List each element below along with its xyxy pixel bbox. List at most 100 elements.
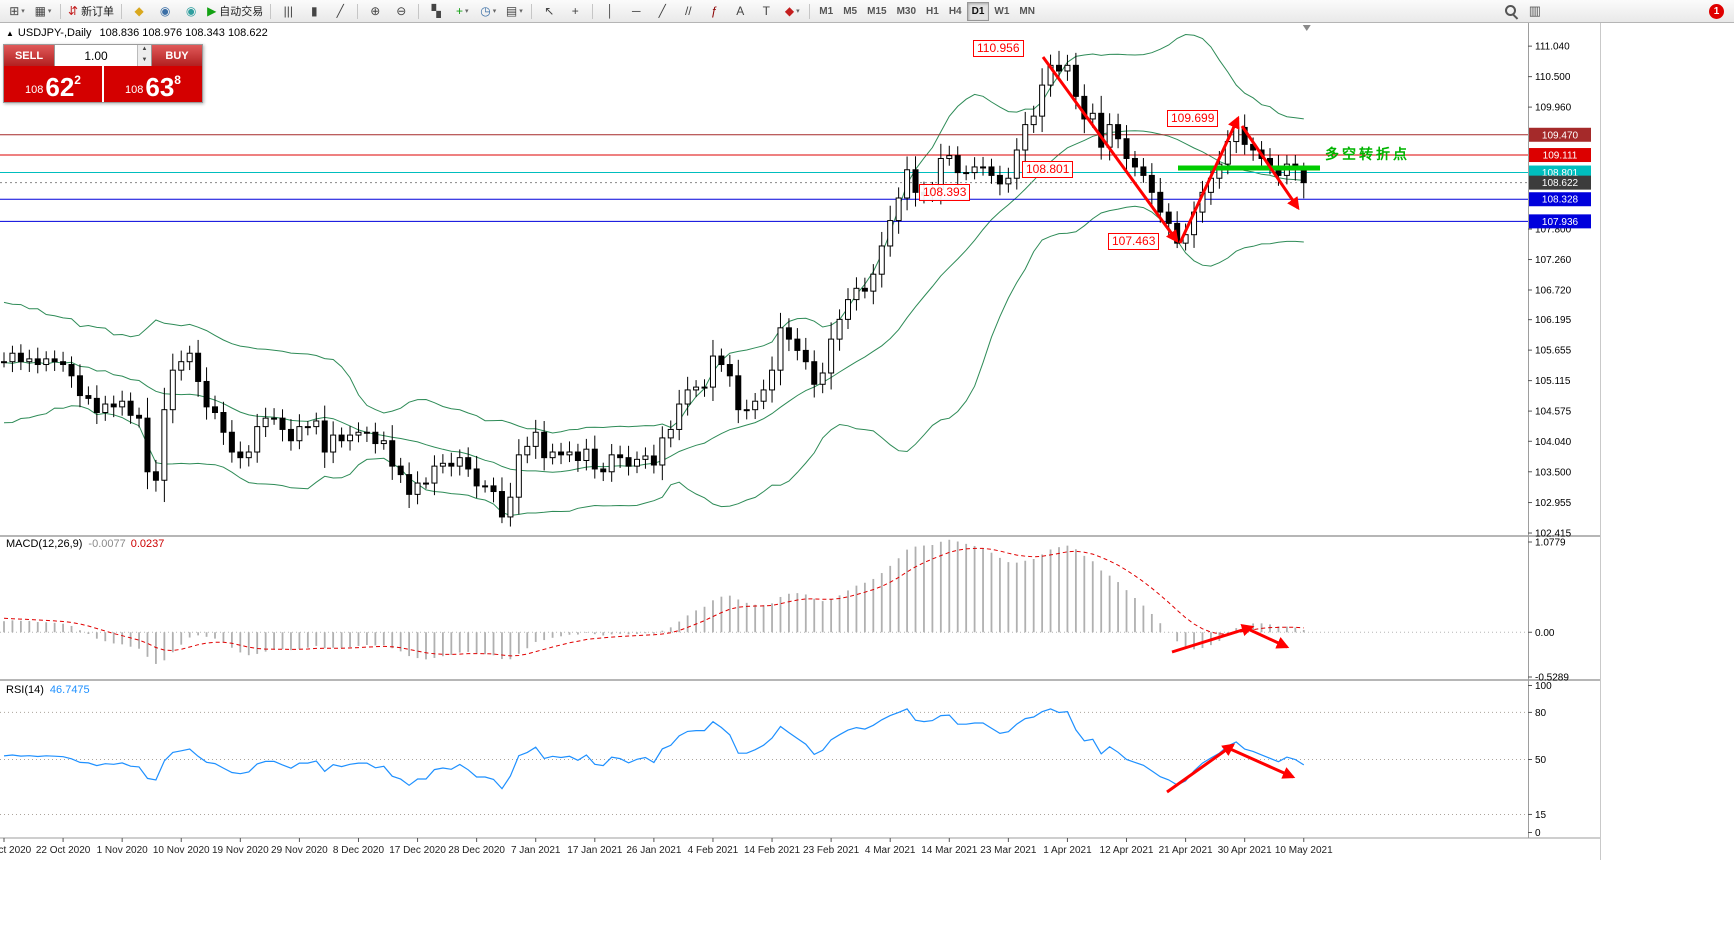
price-annotation-label[interactable]: 110.956	[973, 40, 1024, 57]
horizontal-line-icon[interactable]: ─	[623, 2, 649, 21]
layout-icon[interactable]: ▥	[1528, 3, 1541, 18]
new-order-icon: ⇵	[68, 4, 79, 18]
trend-arrow[interactable]	[1178, 115, 1240, 244]
price-tick-label: 104.040	[1535, 437, 1572, 448]
symbol-title: USDJPY-,Daily	[17, 27, 92, 39]
annotations-layer	[1041, 56, 1320, 794]
trend-arrow[interactable]	[1240, 125, 1300, 211]
date-tick-label: 4 Mar 2021	[865, 845, 916, 856]
price-annotation-label[interactable]: 109.699	[1167, 110, 1219, 127]
timeframe-m15-button[interactable]: M15	[867, 5, 887, 17]
equidistant-channel-icon[interactable]: //	[675, 2, 701, 21]
periods-icon[interactable]: ◷ ▾	[475, 2, 501, 21]
rsi-value: 46.7475	[49, 684, 90, 696]
timeframe-h1-button[interactable]: H1	[926, 5, 939, 17]
cursor-icon[interactable]: ↖	[536, 2, 562, 21]
macd-indicator-label: MACD(12,26,9) -0.0077 0.0237	[6, 538, 164, 550]
text-label-icon[interactable]: T	[753, 2, 779, 21]
new-chart-icon: ⊞	[9, 4, 20, 18]
market-watch-icon: ◉	[159, 4, 171, 18]
fibonacci-icon[interactable]: ƒ	[701, 2, 727, 21]
price-badge	[1529, 175, 1591, 190]
search-icon[interactable]	[1504, 4, 1519, 19]
zoom-in-icon[interactable]: ⊕	[362, 2, 388, 21]
tile-windows-icon[interactable]: ▚	[423, 2, 449, 21]
price-annotation-label[interactable]: 108.393	[919, 184, 971, 201]
date-tick-label: 26 Jan 2021	[626, 845, 681, 856]
strategy-tester-icon[interactable]: ◉	[178, 2, 204, 21]
price-badge	[1529, 148, 1591, 163]
buy-price-button[interactable]: 108 63 8	[104, 66, 202, 102]
bollinger-upper-line	[3, 33, 1304, 434]
trend-arrow[interactable]	[1227, 746, 1296, 779]
volume-input[interactable]	[55, 45, 137, 66]
buy-button[interactable]: BUY	[152, 45, 202, 66]
volume-decrease-button[interactable]: ▼	[138, 55, 151, 66]
fibonacci-icon: ƒ	[710, 4, 718, 18]
timeframe-h4-button[interactable]: H4	[948, 5, 962, 17]
timeframe-mn-button[interactable]: MN	[1019, 5, 1035, 17]
sell-price-button[interactable]: 108 62 2	[4, 66, 102, 102]
price-tick-label: 106.720	[1535, 286, 1572, 297]
bollinger-lower-line	[3, 205, 1304, 517]
text-label-icon: T	[762, 4, 770, 18]
time-axis[interactable]: 13 Oct 2020 22 Oct 2020 1 Nov 2020 10 Nov 2…	[0, 838, 1333, 856]
date-tick-label: 23 Feb 2021	[803, 845, 860, 856]
chart-shift-marker[interactable]	[1302, 25, 1311, 31]
price-badge	[1529, 192, 1591, 207]
price-tick-label: 105.115	[1535, 376, 1571, 387]
arrows-tool-icon[interactable]: ◆ ▾	[779, 2, 805, 21]
symbol-info: ▲ USDJPY-,Daily 108.836 108.976 108.343 10…	[6, 27, 268, 39]
price-annotation-label[interactable]: 107.463	[1108, 233, 1160, 250]
chart-window[interactable]: 111.040 110.500 109.960 107.800 107.260 106.7…	[0, 23, 1601, 860]
templates-icon[interactable]: ▤ ▾	[501, 2, 527, 21]
chart-canvas[interactable]: 111.040 110.500 109.960 107.800 107.260 106.7…	[0, 23, 1600, 860]
zoom-out-icon[interactable]: ⊖	[388, 2, 414, 21]
trend-arrow[interactable]	[1041, 56, 1179, 244]
toolbar-separator	[121, 3, 123, 19]
timeframe-m30-button[interactable]: M30	[896, 5, 917, 17]
market-watch-icon[interactable]: ◉	[152, 2, 178, 21]
price-axis[interactable]: 111.040 110.500 109.960 107.800 107.260 106.7…	[1528, 42, 1591, 839]
turning-point-note[interactable]: 多空转折点	[1325, 146, 1410, 162]
trend-arrow[interactable]	[1247, 627, 1290, 649]
trend-arrow[interactable]	[1166, 743, 1236, 794]
date-tick-label: 14 Feb 2021	[744, 845, 801, 856]
equidistant-channel-icon: //	[684, 4, 692, 18]
notification-badge[interactable]: 1	[1709, 3, 1724, 19]
text-icon[interactable]: A	[727, 2, 753, 21]
price-annotation-label[interactable]: 108.801	[1022, 161, 1074, 178]
new-order-button[interactable]: ⇵ 新订单	[65, 2, 117, 21]
timeframe-m5-button[interactable]: M5	[843, 5, 858, 17]
volume-increase-button[interactable]: ▲	[138, 45, 151, 56]
new-chart-icon[interactable]: ⊞ ▾	[4, 2, 30, 21]
metaeditor-icon[interactable]: ◆	[126, 2, 152, 21]
trend-line-icon[interactable]: ╱	[649, 2, 675, 21]
line-chart-mode-icon[interactable]: ╱	[327, 2, 353, 21]
templates-icon: ▤	[505, 4, 518, 18]
caret-down-icon: ▾	[492, 8, 497, 15]
bar-chart-mode-icon[interactable]: |||	[275, 2, 301, 21]
vertical-line-icon[interactable]: │	[597, 2, 623, 21]
rsi-scale-label: 15	[1535, 810, 1547, 821]
date-tick-label: 4 Feb 2021	[688, 845, 739, 856]
candlestick-mode-icon[interactable]: ▮	[301, 2, 327, 21]
timeframe-d1-button[interactable]: D1	[966, 1, 990, 21]
symbol-ohlc: 108.836 108.976 108.343 108.622	[99, 27, 268, 39]
price-tick-label: 109.960	[1535, 103, 1572, 114]
profiles-icon[interactable]: ▦ ▾	[30, 2, 56, 21]
price-badge-label: 108.328	[1542, 195, 1579, 206]
candles-layer	[1, 25, 1311, 527]
crosshair-icon[interactable]: +	[562, 2, 588, 21]
sell-button[interactable]: SELL	[4, 45, 54, 66]
indicators-icon[interactable]: + ▾	[449, 2, 475, 21]
timeframe-w1-button[interactable]: W1	[994, 5, 1010, 17]
macd-scale-label: -0.5289	[1535, 673, 1569, 684]
volume-field: ▲ ▼	[54, 45, 152, 66]
timeframe-m1-button[interactable]: M1	[819, 5, 834, 17]
autotrading-button[interactable]: ▶ 自动交易	[204, 2, 266, 21]
caret-down-icon: ▾	[796, 8, 800, 15]
trend-arrow[interactable]	[1171, 623, 1255, 654]
macd-name: MACD(12,26,9)	[6, 538, 83, 550]
collapse-icon[interactable]: ▲	[6, 29, 14, 38]
